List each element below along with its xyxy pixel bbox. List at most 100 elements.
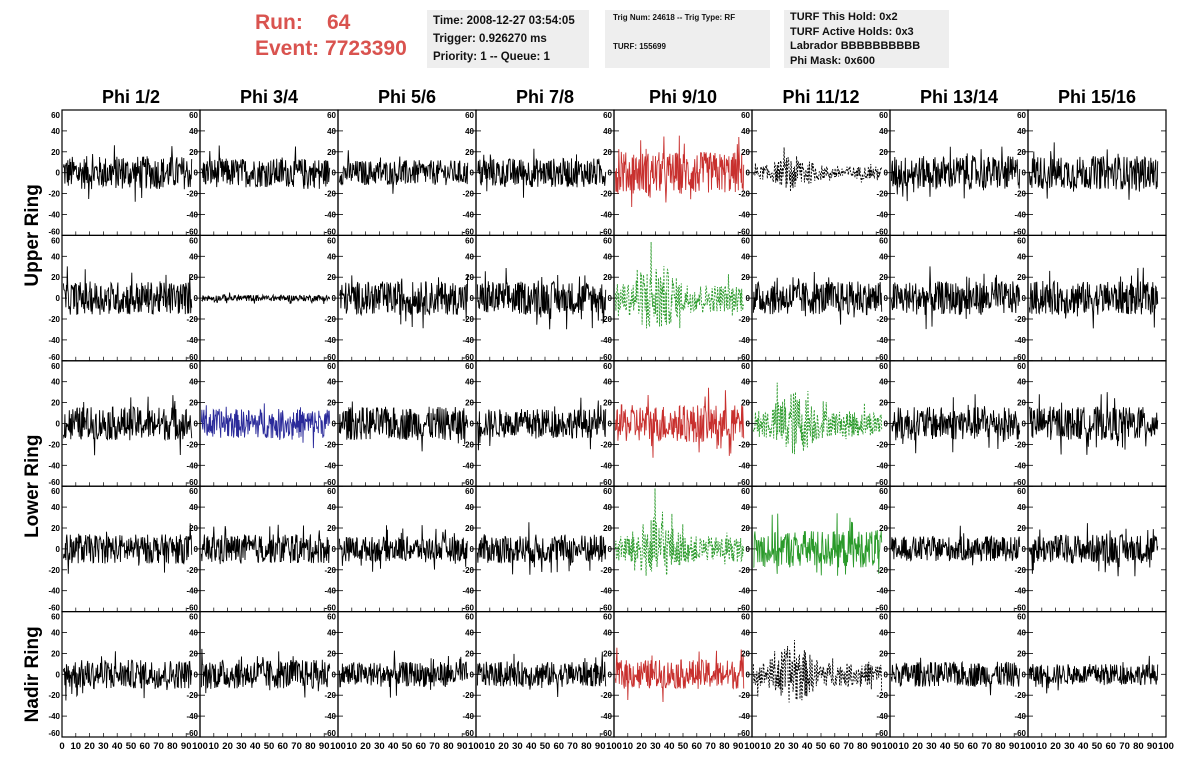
y-tick-label-r2-c7: 20	[879, 273, 888, 282]
waveform-r5-c1	[62, 651, 193, 701]
waveform-r5-c7	[890, 657, 1021, 696]
y-tick-label-r3-c3: -40	[324, 461, 336, 470]
x-tick-label-c3: 80	[443, 741, 454, 752]
y-tick-label-r1-c2: -20	[186, 190, 198, 199]
y-tick-label-r1-c3: 0	[332, 169, 337, 178]
y-tick-label-r2-c8: 20	[1017, 273, 1026, 282]
waveform-r2-c7	[890, 266, 1021, 330]
y-tick-label-r1-c4: 20	[465, 148, 474, 157]
y-tick-label-r5-c4: 0	[470, 670, 475, 679]
y-tick-label-r4-c6: -20	[738, 566, 750, 575]
turf-hold-line: TURF This Hold: 0x2	[790, 11, 898, 23]
waveform-r3-c5	[614, 387, 745, 458]
y-tick-label-r2-c4: 60	[465, 236, 474, 245]
y-tick-label-r2-c7: 40	[879, 252, 888, 261]
y-tick-label-r4-c6: -40	[738, 587, 750, 596]
y-tick-label-r3-c5: -40	[600, 461, 612, 470]
x-tick-label-c7: 10	[899, 741, 910, 752]
y-tick-label-r1-c2: -40	[186, 211, 198, 220]
turf-info-box: TURF This Hold: 0x2 TURF Active Holds: 0…	[784, 10, 949, 68]
waveform-r3-c4	[476, 397, 607, 451]
y-tick-label-r3-c2: -60	[186, 478, 198, 487]
y-tick-label-r4-c7: -60	[876, 604, 888, 613]
y-tick-label-r3-c4: 0	[470, 420, 475, 429]
waveform-r5-c4	[476, 651, 607, 698]
y-tick-label-r3-c4: -60	[462, 478, 474, 487]
y-tick-label-r5-c7: 40	[879, 629, 888, 638]
waveform-r4-c1	[62, 523, 193, 574]
x-tick-label-c1: 70	[153, 741, 164, 752]
x-tick-label-c7: 30	[926, 741, 937, 752]
y-tick-label-r5-c3: 60	[327, 613, 336, 622]
x-tick-label-c3: 10	[347, 741, 358, 752]
x-tick-label-c4: 50	[540, 741, 551, 752]
y-tick-label-r4-c4: 40	[465, 503, 474, 512]
y-tick-label-r2-c6: -40	[738, 336, 750, 345]
y-tick-label-r2-c3: -40	[324, 336, 336, 345]
y-tick-label-r4-c2: -60	[186, 604, 198, 613]
y-tick-label-r1-c4: 0	[470, 169, 475, 178]
trig-num-line: Trig Num: 24618 -- Trig Type: RF	[613, 13, 736, 22]
y-tick-label-r2-c2: 20	[189, 273, 198, 282]
y-tick-label-r3-c5: -20	[600, 440, 612, 449]
y-tick-label-r3-c8: 20	[1017, 399, 1026, 408]
y-tick-label-r2-c3: 20	[327, 273, 336, 282]
y-tick-label-r5-c6: 20	[741, 649, 750, 658]
waveform-r4-c4	[476, 522, 607, 575]
y-tick-label-r5-c8: -40	[1014, 712, 1026, 721]
y-tick-label-r3-c8: 0	[1022, 420, 1027, 429]
y-tick-label-r4-c8: 0	[1022, 545, 1027, 554]
y-tick-label-r3-c5: -60	[600, 478, 612, 487]
trig-info-box: Trig Num: 24618 -- Trig Type: RF TURF: 1…	[605, 10, 770, 68]
y-tick-label-r4-c7: 40	[879, 503, 888, 512]
y-tick-label-r5-c6: -40	[738, 712, 750, 721]
run-label: Run:	[255, 11, 303, 34]
waveform-r4-c6	[753, 513, 883, 576]
x-tick-label-c2: 80	[305, 741, 316, 752]
y-tick-label-r3-c3: 0	[332, 420, 337, 429]
y-tick-label-r2-c8: 0	[1022, 294, 1027, 303]
waveform-r2-c1	[62, 266, 193, 315]
y-tick-label-r4-c3: -20	[324, 566, 336, 575]
y-tick-label-r5-c8: 20	[1017, 649, 1026, 658]
y-tick-label-r3-c5: 20	[603, 399, 612, 408]
y-tick-label-r1-c1: -40	[48, 211, 60, 220]
x-tick-label-c8: 40	[1078, 741, 1089, 752]
y-tick-label-r3-c4: 40	[465, 378, 474, 387]
y-tick-label-r2-c3: 40	[327, 252, 336, 261]
y-tick-label-r2-c4: 40	[465, 252, 474, 261]
y-tick-label-r1-c4: -60	[462, 227, 474, 236]
y-tick-label-r5-c3: -20	[324, 691, 336, 700]
y-tick-label-r2-c6: 20	[741, 273, 750, 282]
y-tick-label-r3-c1: 60	[51, 362, 60, 371]
y-tick-label-r1-c6: -20	[738, 190, 750, 199]
y-tick-label-r5-c5: -60	[600, 729, 612, 738]
x-tick-label-c2: 20	[222, 741, 233, 752]
y-tick-label-r2-c1: 20	[51, 273, 60, 282]
y-tick-label-r5-c6: 0	[746, 670, 751, 679]
x-tick-label-c5: 60	[692, 741, 703, 752]
y-tick-label-r4-c2: 20	[189, 524, 198, 533]
y-tick-label-r4-c8: 20	[1017, 524, 1026, 533]
y-tick-label-r1-c8: -60	[1014, 227, 1026, 236]
y-tick-label-r1-c2: -60	[186, 227, 198, 236]
y-tick-label-r5-c3: -60	[324, 729, 336, 738]
y-tick-label-r3-c6: -20	[738, 440, 750, 449]
x-tick-label-c6: 70	[843, 741, 854, 752]
y-tick-label-r3-c6: 40	[741, 378, 750, 387]
x-tick-label-c8: 50	[1092, 741, 1103, 752]
time-info-box: Time: 2008-12-27 03:54:05 Trigger: 0.926…	[427, 10, 589, 68]
y-tick-label-r5-c8: 60	[1017, 613, 1026, 622]
waveform-r1-c1	[62, 145, 193, 202]
y-tick-label-r1-c6: 0	[746, 169, 751, 178]
x-tick-label-c5: 10	[623, 741, 634, 752]
y-tick-label-r1-c2: 20	[189, 148, 198, 157]
y-tick-label-r5-c2: -20	[186, 691, 198, 700]
priority-line: Priority: 1 -- Queue: 1	[433, 51, 550, 63]
y-tick-label-r2-c1: 0	[56, 294, 61, 303]
y-tick-label-r1-c3: -40	[324, 211, 336, 220]
y-tick-label-r5-c5: 60	[603, 613, 612, 622]
waveform-r1-c6	[753, 147, 883, 192]
y-tick-label-r4-c1: -60	[48, 604, 60, 613]
y-tick-label-r4-c1: 60	[51, 487, 60, 496]
